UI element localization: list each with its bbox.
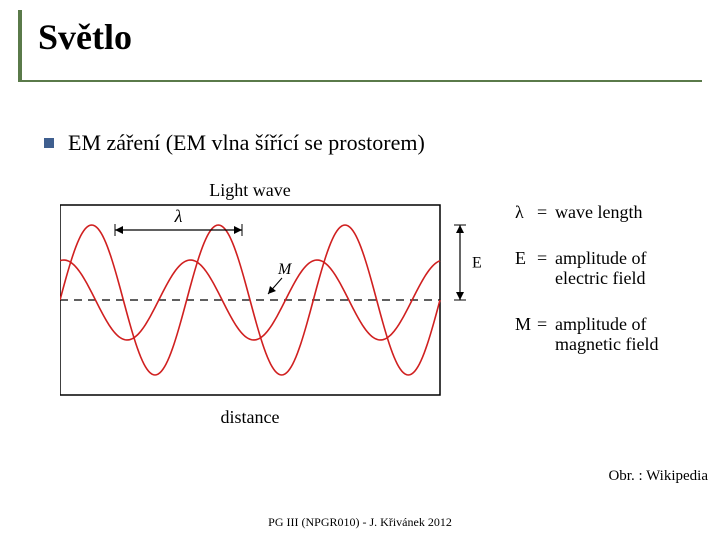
svg-text:=: = xyxy=(537,248,547,268)
svg-text:amplitude of: amplitude of xyxy=(555,248,646,268)
svg-text:M: M xyxy=(515,314,531,334)
figure-caption: Obr. : Wikipedia xyxy=(608,468,708,485)
svg-text:=: = xyxy=(537,202,547,222)
footer-text: PG III (NPGR010) - J. Křivánek 2012 xyxy=(0,515,720,530)
svg-text:magnetic field: magnetic field xyxy=(555,334,658,354)
svg-text:λ: λ xyxy=(515,202,524,222)
svg-text:E: E xyxy=(472,255,482,272)
svg-text:λ: λ xyxy=(174,206,183,226)
svg-text:E: E xyxy=(515,248,526,268)
svg-text:amplitude of: amplitude of xyxy=(555,314,646,334)
svg-text:=: = xyxy=(537,314,547,334)
svg-text:Light wave: Light wave xyxy=(209,180,290,200)
bullet-row: EM záření (EM vlna šířící se prostorem) xyxy=(44,130,425,156)
light-wave-diagram: Light wave λ M Edistance λ = wave length E = ampl… xyxy=(60,180,680,450)
svg-text:wave length: wave length xyxy=(555,202,642,222)
svg-text:distance: distance xyxy=(221,407,280,427)
svg-text:M: M xyxy=(277,261,293,278)
title-block: Světlo xyxy=(18,10,702,82)
slide-title: Světlo xyxy=(38,17,132,57)
bullet-text: EM záření (EM vlna šířící se prostorem) xyxy=(68,130,425,156)
figure-area: Light wave λ M Edistance λ = wave length E = ampl… xyxy=(60,180,680,455)
bullet-icon xyxy=(44,138,54,148)
svg-text:electric field: electric field xyxy=(555,268,645,288)
